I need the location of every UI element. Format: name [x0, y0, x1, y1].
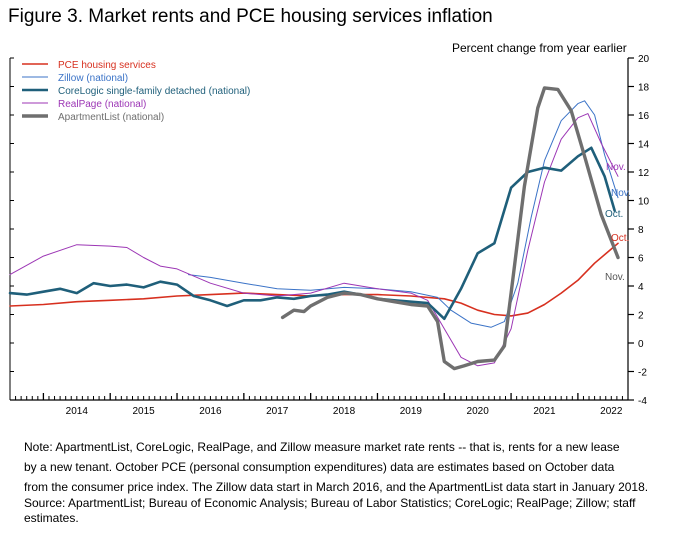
y-tick-label: 2: [638, 311, 644, 322]
series-end-label: Oct.: [611, 233, 629, 244]
x-tick-label: 2017: [266, 406, 289, 417]
legend-label: Zillow (national): [58, 73, 128, 84]
series-end-label: Nov.: [605, 272, 625, 283]
x-tick-label: 2019: [400, 406, 423, 417]
x-tick-label: 2016: [199, 406, 222, 417]
figure-note: Note: ApartmentList, CoreLogic, RealPage…: [24, 437, 674, 497]
end-labels: Oct. Nov. Oct. Nov. Nov.: [605, 162, 631, 283]
legend-label: RealPage (national): [58, 99, 146, 110]
y-tick-label: 10: [638, 197, 650, 208]
series-end-label: Oct.: [605, 209, 623, 220]
chart-area: Percent change from year earlier -4 -2 0 2 4…: [0, 34, 680, 418]
note-line: from the consumer price index. The Zillo…: [24, 480, 649, 494]
legend: PCE housing services Zillow (national) Cor…: [22, 60, 250, 123]
note-line: Note: ApartmentList, CoreLogic, RealPage…: [24, 440, 620, 454]
y-tick-label: 0: [638, 339, 644, 350]
y-tick-label: 16: [638, 111, 650, 122]
series-line: [187, 100, 619, 328]
legend-label: PCE housing services: [58, 60, 156, 71]
line-chart: Percent change from year earlier -4 -2 0 2 4…: [8, 41, 650, 417]
y-axis-label: Percent change from year earlier: [452, 41, 627, 55]
y-tick-label: -4: [638, 396, 647, 407]
series-line: [9, 242, 619, 317]
x-tick-label: 2022: [600, 406, 623, 417]
y-tick-label: 18: [638, 83, 650, 94]
y-tick-label: 12: [638, 168, 650, 179]
series-line: [280, 86, 620, 371]
y-tick-label: -2: [638, 368, 647, 379]
series-line: [9, 113, 619, 367]
x-tick-label: 2021: [533, 406, 556, 417]
series-end-label: Nov.: [611, 188, 631, 199]
series-layer: [8, 86, 620, 371]
series-end-label: Nov.: [606, 162, 626, 173]
axes-layer: -4 -2 0 2 4 6 8 10 12 14 16 18 20 2014 2015 2016 2017 201…: [9, 54, 650, 417]
series-line: [8, 146, 616, 321]
figure-source: Source: ApartmentList; Bureau of Economi…: [24, 496, 636, 525]
figure-title: Figure 3. Market rents and PCE housing s…: [8, 6, 493, 27]
y-tick-label: 6: [638, 254, 644, 265]
y-tick-label: 20: [638, 54, 650, 65]
x-tick-label: 2018: [333, 406, 356, 417]
legend-label: ApartmentList (national): [58, 112, 164, 123]
note-line: by a new tenant. October PCE (personal c…: [24, 460, 615, 474]
y-tick-label: 4: [638, 282, 644, 293]
y-tick-label: 14: [638, 140, 650, 151]
legend-label: CoreLogic single-family detached (nation…: [58, 86, 250, 97]
x-tick-label: 2014: [66, 406, 89, 417]
x-tick-label: 2020: [467, 406, 490, 417]
x-tick-label: 2015: [132, 406, 155, 417]
y-tick-label: 8: [638, 225, 644, 236]
